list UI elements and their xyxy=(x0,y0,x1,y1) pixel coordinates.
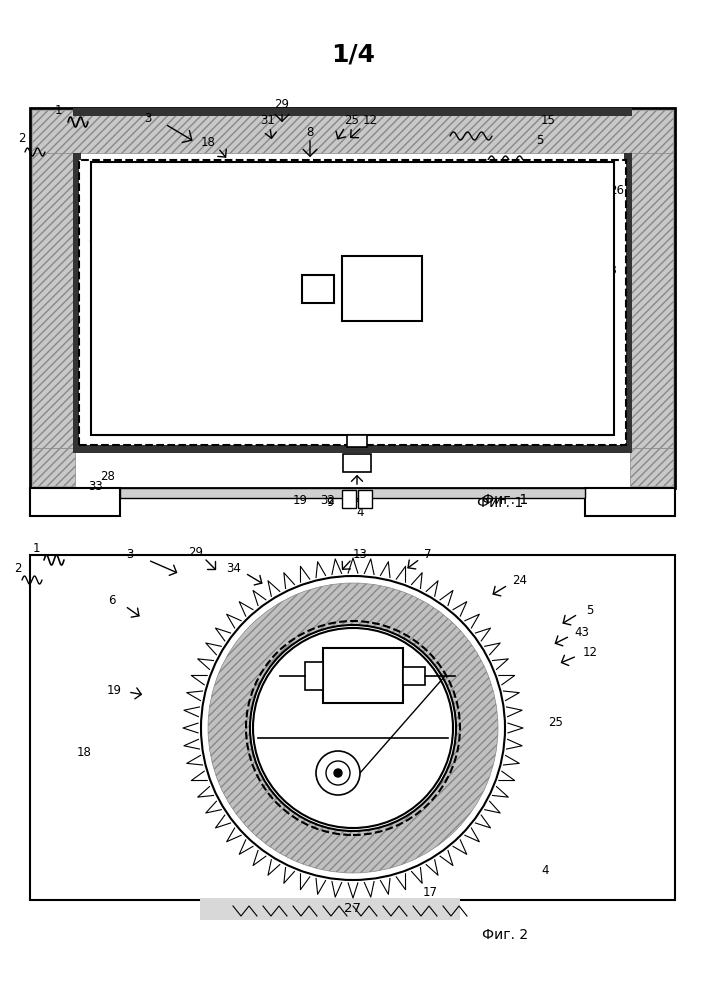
Text: 43: 43 xyxy=(575,626,590,639)
Text: 25: 25 xyxy=(344,113,359,126)
Bar xyxy=(32,110,673,153)
Text: 15: 15 xyxy=(541,113,556,126)
Bar xyxy=(630,153,673,448)
Text: 7: 7 xyxy=(525,263,532,276)
Text: 13: 13 xyxy=(353,548,368,560)
Text: 18: 18 xyxy=(76,746,91,758)
Bar xyxy=(630,448,673,486)
Bar xyxy=(32,448,75,486)
Text: 2: 2 xyxy=(18,131,25,144)
Circle shape xyxy=(250,625,456,831)
Text: 12: 12 xyxy=(363,113,378,126)
Text: 9: 9 xyxy=(299,762,307,774)
Text: 24: 24 xyxy=(349,493,363,506)
Bar xyxy=(342,256,422,321)
Text: 24: 24 xyxy=(513,574,527,586)
Bar xyxy=(302,275,334,303)
Text: 17: 17 xyxy=(423,886,438,898)
Text: 8: 8 xyxy=(364,804,372,816)
Bar xyxy=(585,488,675,516)
Text: 25: 25 xyxy=(549,716,563,728)
Circle shape xyxy=(253,628,453,828)
Text: 34: 34 xyxy=(226,562,241,574)
Bar xyxy=(30,555,675,900)
Bar xyxy=(305,662,323,690)
Bar xyxy=(624,153,632,453)
Text: Фиг. 2: Фиг. 2 xyxy=(482,928,528,942)
Text: 2: 2 xyxy=(14,562,22,574)
Text: 30: 30 xyxy=(88,232,103,244)
Text: 33: 33 xyxy=(88,481,103,493)
Bar xyxy=(32,153,75,448)
Text: 18: 18 xyxy=(201,135,216,148)
Text: 9: 9 xyxy=(304,758,312,772)
Text: 9: 9 xyxy=(326,496,334,510)
Bar xyxy=(403,667,425,685)
Text: 12: 12 xyxy=(583,646,597,658)
Text: 4: 4 xyxy=(356,506,363,520)
Text: 7: 7 xyxy=(424,548,432,560)
Text: 1/4: 1/4 xyxy=(331,43,375,67)
Text: 1: 1 xyxy=(33,542,40,554)
Text: 19: 19 xyxy=(107,684,122,696)
Bar xyxy=(73,445,632,453)
Wedge shape xyxy=(255,728,451,826)
Bar xyxy=(343,454,371,472)
Bar xyxy=(91,162,614,435)
Text: 6: 6 xyxy=(192,253,199,266)
Bar xyxy=(30,108,675,488)
Bar xyxy=(79,160,626,445)
Text: 19: 19 xyxy=(293,493,308,506)
Bar xyxy=(358,490,372,508)
Text: 13: 13 xyxy=(602,263,617,276)
Circle shape xyxy=(334,769,342,777)
Text: 29: 29 xyxy=(189,546,204,560)
Text: 3: 3 xyxy=(127,548,134,562)
Text: 31: 31 xyxy=(261,113,276,126)
Text: 1: 1 xyxy=(54,104,62,116)
Bar xyxy=(120,488,585,498)
Text: Фиг. 1: Фиг. 1 xyxy=(477,496,523,510)
Text: 32: 32 xyxy=(320,493,335,506)
Text: 14: 14 xyxy=(110,200,126,214)
Bar xyxy=(73,153,81,453)
Text: 8: 8 xyxy=(306,125,314,138)
Text: 27: 27 xyxy=(344,902,361,916)
Bar xyxy=(200,898,460,920)
Bar xyxy=(30,488,120,516)
Bar xyxy=(323,648,403,703)
Bar xyxy=(342,490,356,508)
Text: 26: 26 xyxy=(609,184,624,196)
Text: 29: 29 xyxy=(274,99,289,111)
Text: 5: 5 xyxy=(586,603,594,616)
Text: Фиг. 1: Фиг. 1 xyxy=(482,493,528,507)
Text: 28: 28 xyxy=(100,471,115,484)
Text: 3: 3 xyxy=(144,111,152,124)
Text: 5: 5 xyxy=(537,133,544,146)
Circle shape xyxy=(316,751,360,795)
Bar xyxy=(347,435,367,447)
Text: 4: 4 xyxy=(542,863,549,876)
Text: 6: 6 xyxy=(108,593,116,606)
Text: 8: 8 xyxy=(344,800,351,812)
Bar xyxy=(73,108,632,116)
